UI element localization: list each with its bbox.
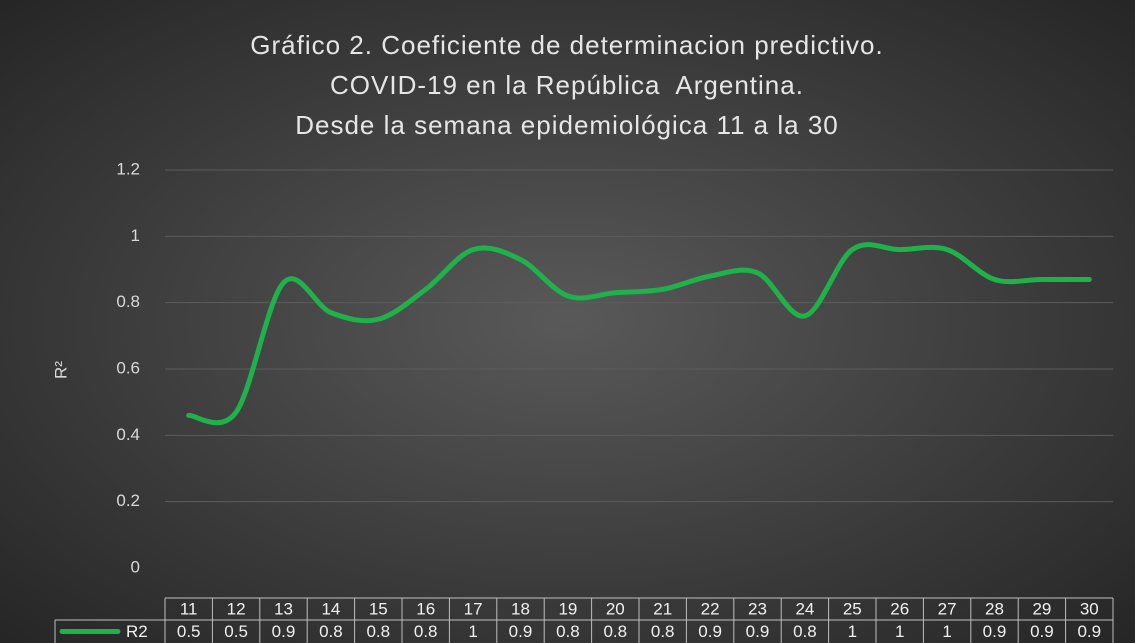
x-tick-label: 21 bbox=[653, 599, 672, 618]
chart-title: Desde la semana epidemiológica 11 a la 3… bbox=[295, 110, 839, 140]
data-label: 0.8 bbox=[414, 622, 438, 641]
x-tick-label: 20 bbox=[606, 599, 625, 618]
x-tick-label: 14 bbox=[321, 599, 340, 618]
x-tick-label: 30 bbox=[1080, 599, 1099, 618]
data-label: 0.8 bbox=[366, 622, 390, 641]
data-label: 0.9 bbox=[698, 622, 722, 641]
x-tick-label: 24 bbox=[795, 599, 814, 618]
y-tick-label: 0 bbox=[131, 557, 140, 576]
data-label: 0.9 bbox=[983, 622, 1007, 641]
data-label: 0.8 bbox=[603, 622, 627, 641]
x-tick-label: 29 bbox=[1032, 599, 1051, 618]
x-tick-label: 16 bbox=[416, 599, 435, 618]
y-axis-label: R² bbox=[51, 361, 70, 379]
data-label: 1 bbox=[942, 622, 951, 641]
legend-label: R2 bbox=[126, 622, 148, 641]
y-tick-label: 1 bbox=[131, 226, 140, 245]
x-tick-label: 26 bbox=[890, 599, 909, 618]
data-label: 0.9 bbox=[1077, 622, 1101, 641]
y-tick-label: 0.6 bbox=[116, 358, 140, 377]
data-label: 0.8 bbox=[556, 622, 580, 641]
x-tick-label: 17 bbox=[464, 599, 483, 618]
x-tick-label: 11 bbox=[180, 599, 198, 618]
data-label: 0.9 bbox=[509, 622, 533, 641]
x-tick-label: 15 bbox=[369, 599, 388, 618]
x-tick-label: 19 bbox=[558, 599, 577, 618]
x-tick-label: 23 bbox=[748, 599, 767, 618]
x-tick-label: 13 bbox=[274, 599, 293, 618]
data-label: 0.8 bbox=[651, 622, 675, 641]
data-label: 1 bbox=[895, 622, 904, 641]
y-tick-label: 1.2 bbox=[116, 159, 140, 178]
data-label: 0.5 bbox=[177, 622, 201, 641]
data-label: 1 bbox=[468, 622, 477, 641]
x-tick-label: 27 bbox=[938, 599, 957, 618]
x-tick-label: 22 bbox=[701, 599, 720, 618]
chart-title: COVID-19 en la República Argentina. bbox=[330, 70, 804, 100]
x-tick-label: 12 bbox=[227, 599, 246, 618]
x-tick-label: 25 bbox=[843, 599, 862, 618]
data-label: 0.9 bbox=[746, 622, 770, 641]
data-label: 0.8 bbox=[319, 622, 343, 641]
chart-title: Gráfico 2. Coeficiente de determinacion … bbox=[250, 30, 883, 60]
x-tick-label: 18 bbox=[511, 599, 530, 618]
data-label: 0.8 bbox=[793, 622, 817, 641]
data-label: 1 bbox=[848, 622, 857, 641]
series-line bbox=[186, 242, 1092, 426]
data-label: 0.9 bbox=[272, 622, 296, 641]
y-tick-label: 0.4 bbox=[116, 425, 140, 444]
x-tick-label: 28 bbox=[985, 599, 1004, 618]
data-label: 0.9 bbox=[1030, 622, 1054, 641]
y-tick-label: 0.2 bbox=[116, 491, 140, 510]
y-tick-label: 0.8 bbox=[116, 292, 140, 311]
data-label: 0.5 bbox=[224, 622, 248, 641]
